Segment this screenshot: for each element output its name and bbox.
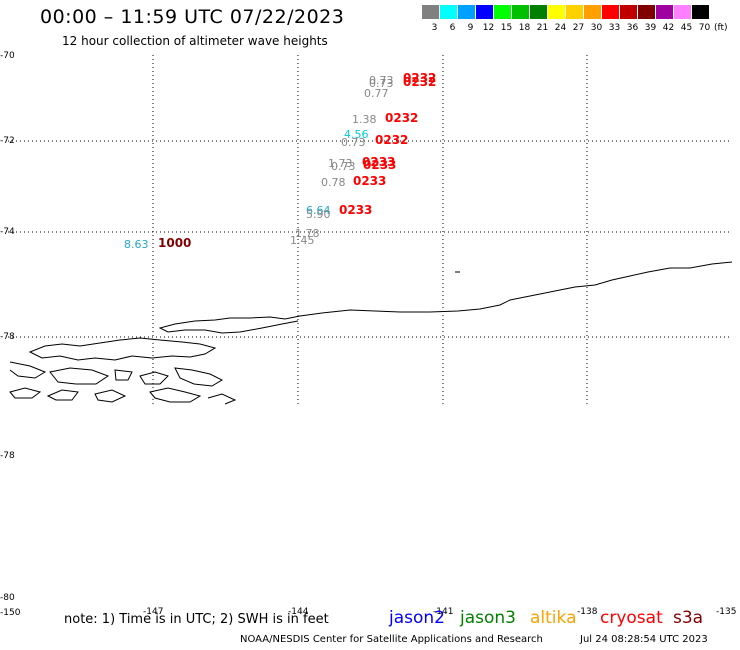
lat-label: -70 bbox=[0, 51, 15, 61]
scale-swatch bbox=[458, 5, 475, 19]
wave-height-label: 0.73 bbox=[369, 77, 394, 90]
time-label: 1000 bbox=[158, 236, 192, 250]
wave-height-label: 5.90 bbox=[306, 208, 331, 221]
wave-height-label: 1.73 bbox=[328, 157, 353, 170]
map-subtitle: 12 hour collection of altimeter wave hei… bbox=[62, 34, 328, 48]
scale-label: 33 bbox=[608, 23, 621, 33]
lon-label: -147 bbox=[143, 607, 164, 617]
scale-swatch bbox=[692, 5, 709, 19]
scale-label: 6 bbox=[449, 23, 456, 33]
scale-swatch bbox=[494, 5, 511, 19]
legend-satellite-jason2: jason2 bbox=[389, 608, 445, 628]
time-label: 0233 bbox=[363, 158, 397, 172]
lat-label: -78 bbox=[0, 451, 15, 461]
legend-satellite-s3a: s3a bbox=[673, 608, 704, 628]
scale-swatch bbox=[620, 5, 637, 19]
scale-swatch bbox=[530, 5, 547, 19]
scale-label: 12 bbox=[482, 23, 495, 33]
scale-swatch bbox=[512, 5, 529, 19]
scale-swatch bbox=[602, 5, 619, 19]
wave-height-label: 8.63 bbox=[124, 238, 149, 251]
lon-label: -138 bbox=[577, 607, 598, 617]
wave-height-label: 0.73 bbox=[369, 74, 394, 87]
coastline bbox=[9, 261, 733, 405]
lon-label: -141 bbox=[433, 607, 454, 617]
lat-label: -80 bbox=[0, 593, 15, 603]
wave-height-label: 1.78 bbox=[295, 227, 320, 240]
scale-swatch bbox=[656, 5, 673, 19]
lat-label: -72 bbox=[0, 136, 15, 146]
graticule bbox=[8, 55, 732, 405]
footer-note: note: 1) Time is in UTC; 2) SWH is in fe… bbox=[64, 612, 329, 627]
wave-height-label: 0.78 bbox=[321, 176, 346, 189]
scale-swatch bbox=[674, 5, 691, 19]
credit-line: NOAA/NESDIS Center for Satellite Applica… bbox=[240, 634, 543, 645]
wave-height-label: 0.77 bbox=[364, 87, 389, 100]
scale-label: 9 bbox=[467, 23, 474, 33]
wave-height-label: 1.38 bbox=[352, 113, 377, 126]
scale-label: 24 bbox=[554, 23, 567, 33]
lat-label: -74 bbox=[0, 227, 15, 237]
legend-satellite-jason3: jason3 bbox=[460, 608, 516, 628]
scale-swatch bbox=[566, 5, 583, 19]
scale-label: 27 bbox=[572, 23, 585, 33]
generation-timestamp: Jul 24 08:28:54 UTC 2023 bbox=[580, 634, 708, 645]
time-label: 0232 bbox=[375, 133, 409, 147]
scale-swatch bbox=[440, 5, 457, 19]
scale-label: 45 bbox=[680, 23, 693, 33]
time-label: 0232 bbox=[403, 75, 437, 89]
scale-label: 42 bbox=[662, 23, 675, 33]
scale-swatch bbox=[638, 5, 655, 19]
scale-swatch bbox=[584, 5, 601, 19]
scale-unit-label: (ft) bbox=[714, 23, 728, 33]
wave-height-label: 0.73 bbox=[341, 136, 366, 149]
legend-satellite-cryosat: cryosat bbox=[600, 608, 663, 628]
scale-label: 70 bbox=[698, 23, 711, 33]
time-label: 0233 bbox=[353, 174, 387, 188]
lon-label: -135 bbox=[716, 607, 737, 617]
time-label: 0232 bbox=[385, 111, 419, 125]
time-label: 0233 bbox=[339, 203, 373, 217]
scale-label: 18 bbox=[518, 23, 531, 33]
wave-height-label: 0.73 bbox=[331, 160, 356, 173]
legend-satellite-altika: altika bbox=[530, 608, 577, 628]
scale-label: 21 bbox=[536, 23, 549, 33]
scale-swatch bbox=[422, 5, 439, 19]
time-label: 0233 bbox=[362, 155, 396, 169]
scale-label: 39 bbox=[644, 23, 657, 33]
scale-swatch bbox=[548, 5, 565, 19]
lon-label: -150 bbox=[0, 608, 21, 618]
wave-height-label: 6.64 bbox=[306, 204, 331, 217]
map-title: 00:00 – 11:59 UTC 07/22/2023 bbox=[40, 6, 345, 28]
scale-label: 36 bbox=[626, 23, 639, 33]
wave-height-label: 4.56 bbox=[344, 128, 369, 141]
scale-label: 15 bbox=[500, 23, 513, 33]
lon-label: -144 bbox=[288, 607, 309, 617]
time-label: 0232 bbox=[403, 71, 437, 85]
scale-label: 30 bbox=[590, 23, 603, 33]
scale-label: 3 bbox=[431, 23, 438, 33]
lat-label: -78 bbox=[0, 332, 15, 342]
scale-swatch bbox=[476, 5, 493, 19]
wave-height-label: 1.45 bbox=[290, 234, 315, 247]
